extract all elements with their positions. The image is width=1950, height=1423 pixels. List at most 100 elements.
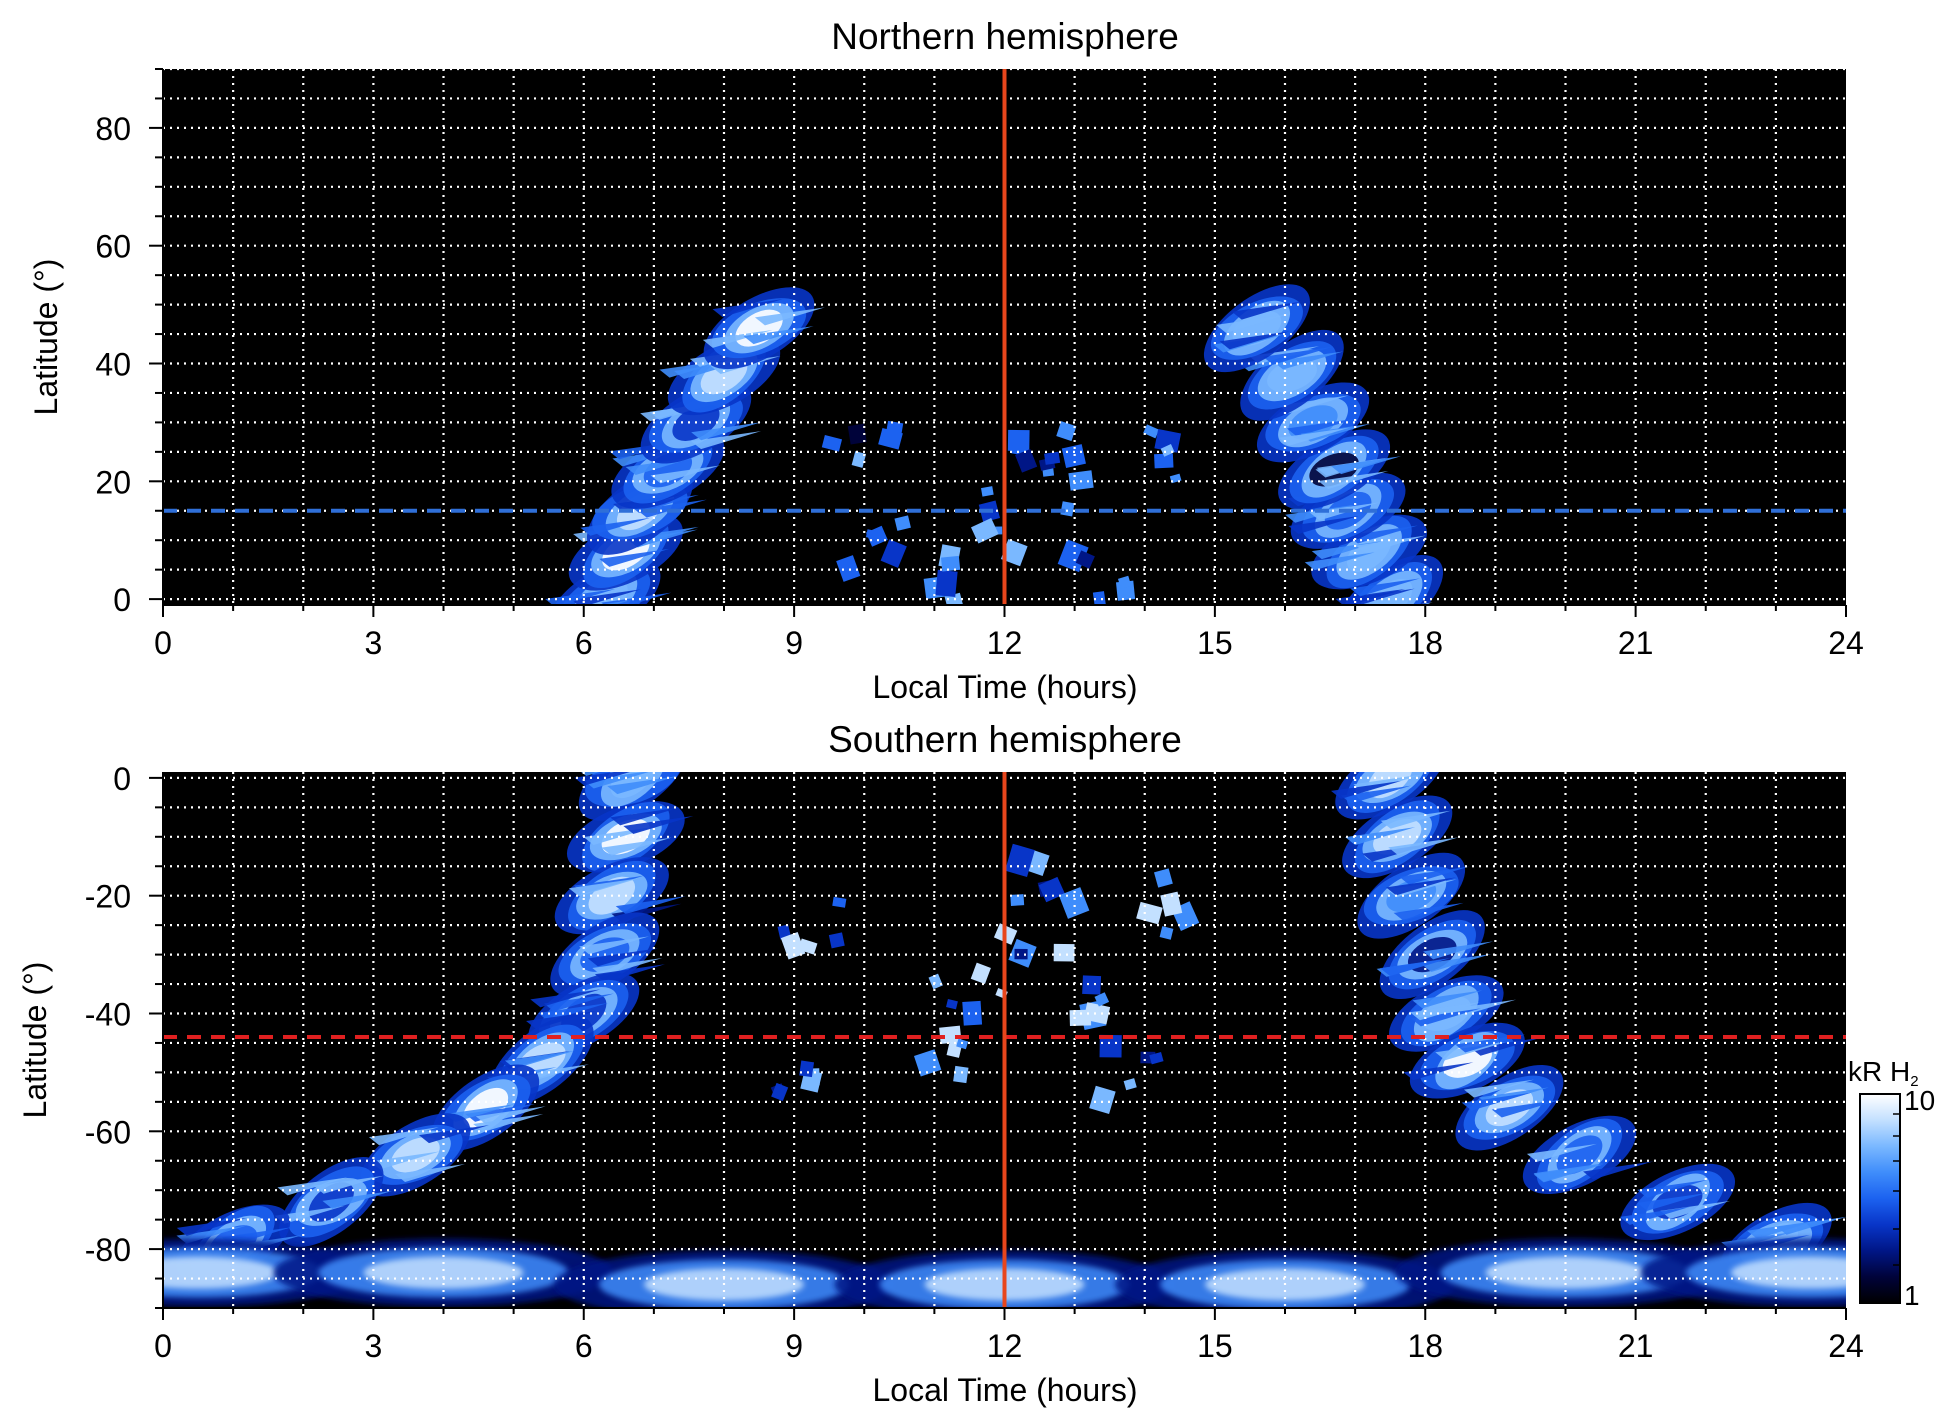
- colorbar-label: kR H2: [1848, 1056, 1919, 1090]
- south-band-streak: [1776, 1216, 1846, 1235]
- south-y-label: Latitude (°): [17, 962, 53, 1119]
- south-band-streak: [475, 1106, 546, 1125]
- south-patch-mark: [1160, 891, 1183, 917]
- south-band-streak: [1399, 866, 1470, 885]
- south-patch-mark: [798, 938, 818, 955]
- north-y-tick-label: 40: [95, 347, 131, 383]
- north-y-label: Latitude (°): [28, 259, 64, 416]
- south-patch-mark: [1153, 868, 1173, 888]
- colorbar: kR H2 10 1: [1848, 1056, 1935, 1311]
- north-band-streak: [754, 307, 825, 326]
- south-band-streak: [473, 1113, 544, 1132]
- north-patch-mark: [894, 515, 911, 531]
- south-y-axis: 0 -20 -40 -60 -80: [85, 761, 164, 1309]
- north-patch-mark: [847, 423, 867, 445]
- south-patch-mark: [1136, 901, 1163, 925]
- south-band-streak: [583, 772, 649, 789]
- south-patch-mark: [939, 1025, 962, 1045]
- south-patch-mark: [1149, 1052, 1164, 1065]
- north-patch-mark: [1154, 428, 1182, 453]
- south-band-streak: [610, 807, 681, 826]
- north-title: Northern hemisphere: [831, 16, 1179, 57]
- south-x-tick-label: 24: [1828, 1328, 1864, 1364]
- north-band-streak: [691, 422, 762, 441]
- south-band-blob: [391, 1137, 440, 1173]
- north-band-streak: [650, 465, 721, 484]
- south-band-streak: [277, 1177, 348, 1196]
- north-patch-mark: [1154, 453, 1174, 469]
- south-patch-mark: [1014, 948, 1028, 960]
- south-patch-mark: [799, 1060, 815, 1078]
- north-band-streak: [1219, 331, 1290, 350]
- south-band-streak: [1393, 902, 1464, 921]
- south-patch-mark: [1099, 1034, 1122, 1058]
- south-title: Southern hemisphere: [828, 719, 1182, 760]
- north-band-streak: [691, 431, 762, 450]
- north-band-streak: [1278, 395, 1349, 414]
- north-patch-mark: [880, 539, 907, 568]
- south-x-tick-label: 21: [1618, 1328, 1654, 1364]
- north-band-streak: [1331, 456, 1402, 475]
- south-band-streak: [369, 1151, 440, 1170]
- south-band-streak: [1637, 1179, 1708, 1198]
- south-patch-mark: [970, 962, 991, 985]
- south-patch-mark: [1005, 843, 1035, 878]
- north-x-tick-label: 3: [364, 625, 382, 661]
- south-band-streak: [615, 896, 686, 915]
- south-band-streak: [574, 772, 630, 786]
- south-band-streak: [176, 1217, 247, 1236]
- south-band-streak: [1410, 1008, 1481, 1027]
- south-band-streak: [1463, 1079, 1534, 1098]
- north-patch-mark: [980, 486, 994, 497]
- north-band-streak: [1300, 423, 1371, 442]
- south-band-streak: [1386, 877, 1457, 896]
- north-band-streak: [1318, 471, 1389, 490]
- north-patch-mark: [878, 427, 903, 450]
- north-band-streak: [1344, 588, 1415, 605]
- south-band-streak: [1380, 958, 1451, 977]
- south-band-streak: [1340, 754, 1410, 772]
- north-x-tick-label: 18: [1407, 625, 1443, 661]
- colorbar-max-label: 10: [1904, 1085, 1935, 1116]
- south-x-tick-label: 0: [154, 1328, 172, 1364]
- south-band-streak: [568, 878, 639, 897]
- south-band-streak: [322, 1190, 393, 1209]
- south-oval-blob: [163, 1256, 279, 1289]
- south-band-streak: [1403, 1062, 1474, 1081]
- south-oval-blob: [363, 1256, 524, 1289]
- south-y-tick-label: -20: [85, 879, 131, 915]
- south-band-streak: [1619, 1206, 1690, 1225]
- south-patch-mark: [828, 932, 845, 949]
- north-feature-dusk-band: [1203, 284, 1444, 605]
- south-band-streak: [1526, 1143, 1597, 1162]
- north-band-streak: [1273, 351, 1344, 370]
- north-patch-mark: [1044, 451, 1061, 465]
- north-band-blob: [1267, 358, 1317, 392]
- south-band-streak: [1491, 1099, 1562, 1118]
- north-patch-mark: [821, 435, 843, 452]
- south-patch-mark: [1010, 894, 1025, 906]
- south-band-streak: [395, 1163, 466, 1182]
- south-patch-mark: [1123, 1078, 1137, 1091]
- south-patch-mark: [780, 932, 806, 960]
- north-x-tick-label: 15: [1197, 625, 1233, 661]
- south-band-streak: [543, 993, 614, 1012]
- south-band-streak: [1345, 827, 1416, 846]
- north-band-streak: [1347, 525, 1418, 544]
- south-patch-mark: [1159, 926, 1174, 940]
- south-patch-mark: [771, 1082, 789, 1102]
- south-band-streak: [623, 815, 694, 834]
- north-band-streak: [1288, 516, 1359, 535]
- south-patch-mark: [1082, 975, 1102, 995]
- north-band-streak: [1279, 427, 1350, 446]
- north-patch-mark: [1092, 591, 1106, 605]
- north-panel: Northern hemisphere 0 3 6 9 12 15 18 21 24 0 20 40…: [28, 16, 1864, 705]
- south-band-streak: [1380, 810, 1451, 829]
- south-band-streak: [1388, 837, 1459, 856]
- south-band-streak: [1461, 1092, 1532, 1111]
- south-oval-blob: [1485, 1256, 1646, 1289]
- south-band-streak: [1660, 1200, 1731, 1219]
- north-patch-mark: [1061, 444, 1086, 469]
- south-band-streak: [579, 936, 650, 955]
